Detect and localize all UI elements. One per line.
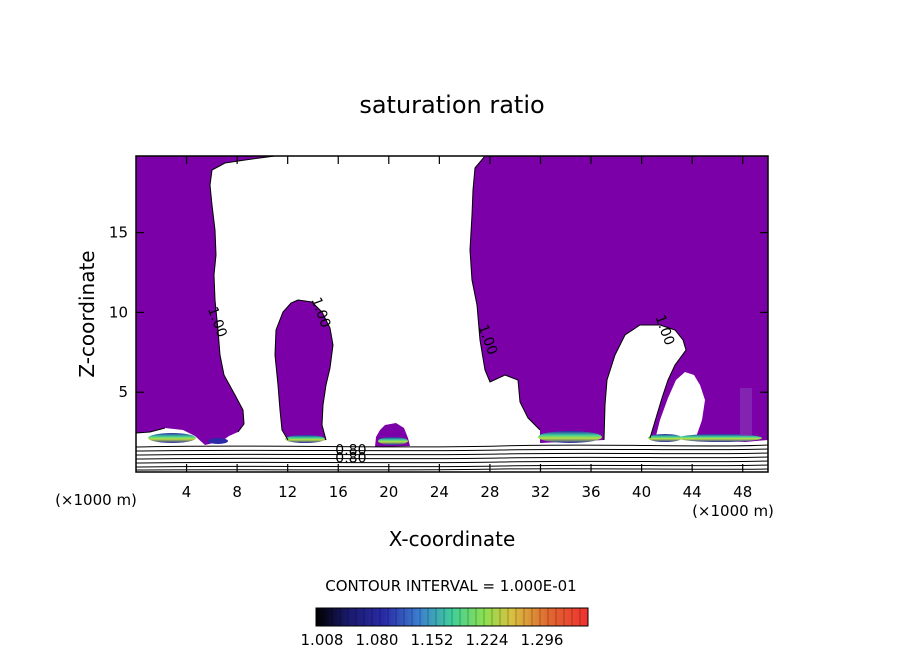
moist-core (648, 434, 682, 442)
x-tick-label: 32 (531, 483, 550, 501)
moist-core (378, 437, 408, 445)
colorbar: 1.008 1.080 1.152 1.224 1.296 (301, 607, 589, 649)
x-axis: 4 8 12 16 20 24 28 32 36 40 44 48 (182, 156, 752, 501)
colorbar-tick-label: 1.152 (411, 631, 454, 649)
moist-core (148, 433, 196, 443)
contour-label: 0.80 (335, 450, 366, 466)
moist-core (208, 438, 228, 444)
contour-interval-label: CONTOUR INTERVAL = 1.000E-01 (325, 577, 576, 595)
y-tick-label: 5 (118, 383, 128, 401)
x-tick-label: 44 (683, 483, 702, 501)
contour-lines-1-00 (136, 156, 687, 441)
subsaturated-pocket (655, 372, 705, 440)
x-tick-label: 4 (182, 483, 192, 501)
x-tick-label: 16 (329, 483, 348, 501)
colorbar-tick-label: 1.296 (521, 631, 564, 649)
contour-label: 0.80 (335, 442, 366, 458)
colorbar-tick-label: 1.080 (356, 631, 399, 649)
moist-core (285, 435, 325, 443)
moist-core (740, 388, 752, 436)
y-axis-title: Z-coordinate (75, 250, 99, 377)
y-axis: 5 10 15 (109, 224, 768, 401)
x-tick-label: 20 (379, 483, 398, 501)
colorbar-tick-label: 1.008 (301, 631, 344, 649)
x-tick-label: 8 (232, 483, 242, 501)
x-tick-label: 12 (278, 483, 297, 501)
supersaturated-region-cell-13km (275, 300, 333, 443)
x-tick-label: 40 (632, 483, 651, 501)
y-tick-label: 15 (109, 224, 128, 242)
x-axis-title: X-coordinate (389, 527, 516, 551)
supersaturated-region-left (136, 156, 275, 445)
x-tick-label: 36 (581, 483, 600, 501)
moist-cores (148, 388, 762, 445)
y-unit-label: (×1000 m) (55, 491, 137, 509)
plot-frame (135, 155, 769, 473)
x-unit-label: (×1000 m) (692, 502, 774, 520)
colorbar-tick-label: 1.224 (466, 631, 509, 649)
x-tick-label: 24 (430, 483, 449, 501)
boundary-layer-contours (136, 444, 768, 471)
plot-area (136, 156, 768, 472)
colorbar-segments (323, 608, 581, 626)
x-tick-label: 28 (480, 483, 499, 501)
supersaturated-region-right (470, 156, 768, 443)
chart-title: saturation ratio (359, 91, 544, 119)
y-tick-label: 10 (109, 303, 128, 321)
x-tick-label: 48 (733, 483, 752, 501)
moist-core (538, 431, 602, 443)
colorbar-labels: 1.008 1.080 1.152 1.224 1.296 (301, 631, 564, 649)
